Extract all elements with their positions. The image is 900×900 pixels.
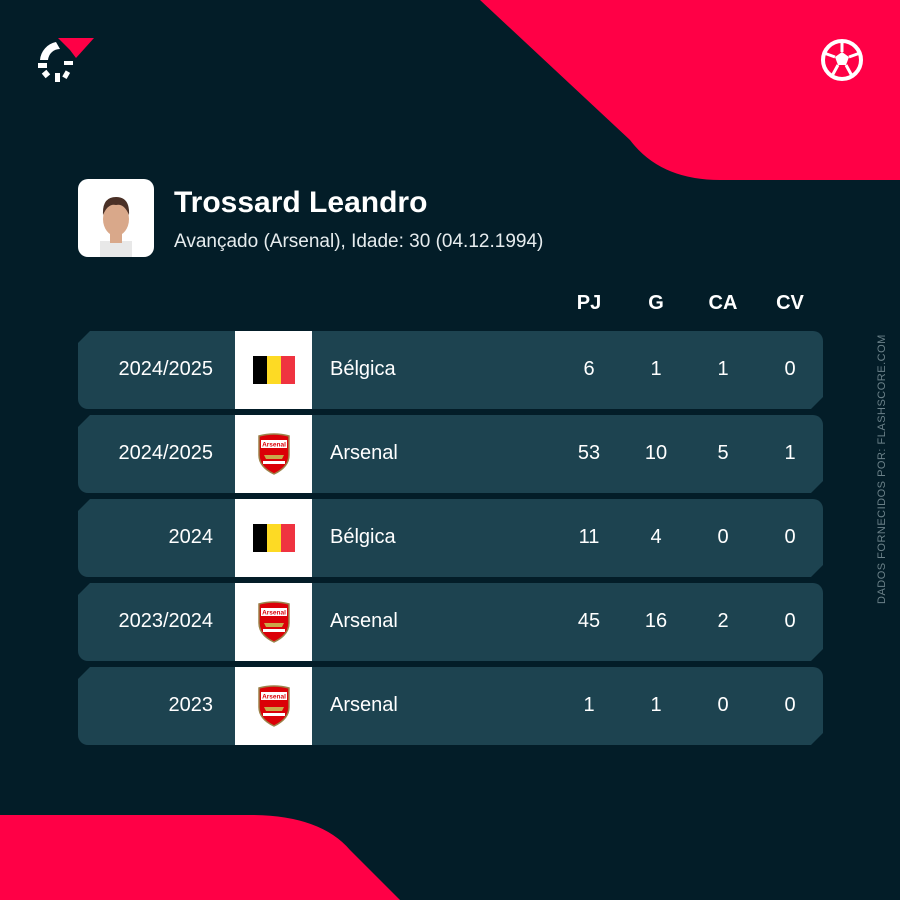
team-badge: Arsenal bbox=[235, 583, 312, 661]
season: 2024/2025 bbox=[118, 442, 213, 464]
stat-ca: 2 bbox=[717, 610, 729, 632]
stat-cv: 1 bbox=[784, 442, 796, 464]
football-icon bbox=[821, 39, 863, 81]
column-header-cv: CV bbox=[776, 292, 804, 314]
belgium-flag-icon bbox=[253, 356, 295, 384]
stat-ca: 0 bbox=[717, 526, 729, 548]
table-row: 2024 Bélgica 11 4 0 0 bbox=[78, 499, 823, 577]
season: 2024/2025 bbox=[118, 358, 213, 380]
arsenal-crest-icon: Arsenal bbox=[256, 685, 292, 727]
column-header-ca: CA bbox=[708, 292, 738, 314]
stat-ca: 1 bbox=[717, 358, 729, 380]
season: 2023 bbox=[168, 694, 213, 716]
arsenal-crest-icon: Arsenal bbox=[256, 601, 292, 643]
data-credit: DADOS FORNECIDOS POR: FLASHSCORE.COM bbox=[876, 334, 888, 604]
stat-g: 10 bbox=[644, 442, 668, 464]
player-subtitle: Avançado (Arsenal), Idade: 30 (04.12.199… bbox=[174, 231, 544, 252]
stat-g: 1 bbox=[650, 358, 662, 380]
stat-pj: 1 bbox=[583, 694, 595, 716]
svg-text:Arsenal: Arsenal bbox=[262, 442, 286, 449]
player-photo bbox=[78, 179, 154, 257]
team-badge bbox=[235, 331, 312, 409]
stat-cv: 0 bbox=[784, 610, 796, 632]
stat-ca: 5 bbox=[717, 442, 729, 464]
stat-pj: 53 bbox=[577, 442, 601, 464]
team-badge bbox=[235, 499, 312, 577]
stat-g: 4 bbox=[650, 526, 662, 548]
stat-pj: 11 bbox=[578, 526, 600, 548]
svg-text:Arsenal: Arsenal bbox=[262, 694, 286, 701]
stat-g: 16 bbox=[644, 610, 668, 632]
season: 2023/2024 bbox=[118, 610, 213, 632]
svg-text:Arsenal: Arsenal bbox=[262, 610, 286, 617]
belgium-flag-icon bbox=[253, 524, 295, 552]
stat-ca: 0 bbox=[717, 694, 729, 716]
stat-pj: 6 bbox=[583, 358, 595, 380]
table-row: 2024/2025 Bélgica 6 1 1 0 bbox=[78, 331, 823, 409]
player-name: Trossard Leandro bbox=[174, 186, 428, 219]
stat-cv: 0 bbox=[784, 358, 796, 380]
team-name: Bélgica bbox=[330, 526, 396, 548]
table-row: 2024/2025 Arsenal Arsenal 53 10 5 1 bbox=[78, 415, 823, 493]
stat-cv: 0 bbox=[784, 694, 796, 716]
team-badge: Arsenal bbox=[235, 415, 312, 493]
stat-cv: 0 bbox=[784, 526, 796, 548]
season: 2024 bbox=[168, 526, 213, 548]
flashscore-logo bbox=[38, 38, 94, 82]
stat-g: 1 bbox=[650, 694, 662, 716]
column-header-g: G bbox=[648, 292, 664, 314]
team-name: Arsenal bbox=[330, 442, 398, 464]
team-name: Bélgica bbox=[330, 358, 396, 380]
arsenal-crest-icon: Arsenal bbox=[256, 433, 292, 475]
table-row: 2023/2024 Arsenal Arsenal 45 16 2 0 bbox=[78, 583, 823, 661]
stat-pj: 45 bbox=[577, 610, 601, 632]
column-header-pj: PJ bbox=[576, 292, 602, 314]
table-row: 2023 Arsenal Arsenal 1 1 0 0 bbox=[78, 667, 823, 745]
team-name: Arsenal bbox=[330, 694, 398, 716]
team-badge: Arsenal bbox=[235, 667, 312, 745]
team-name: Arsenal bbox=[330, 610, 398, 632]
